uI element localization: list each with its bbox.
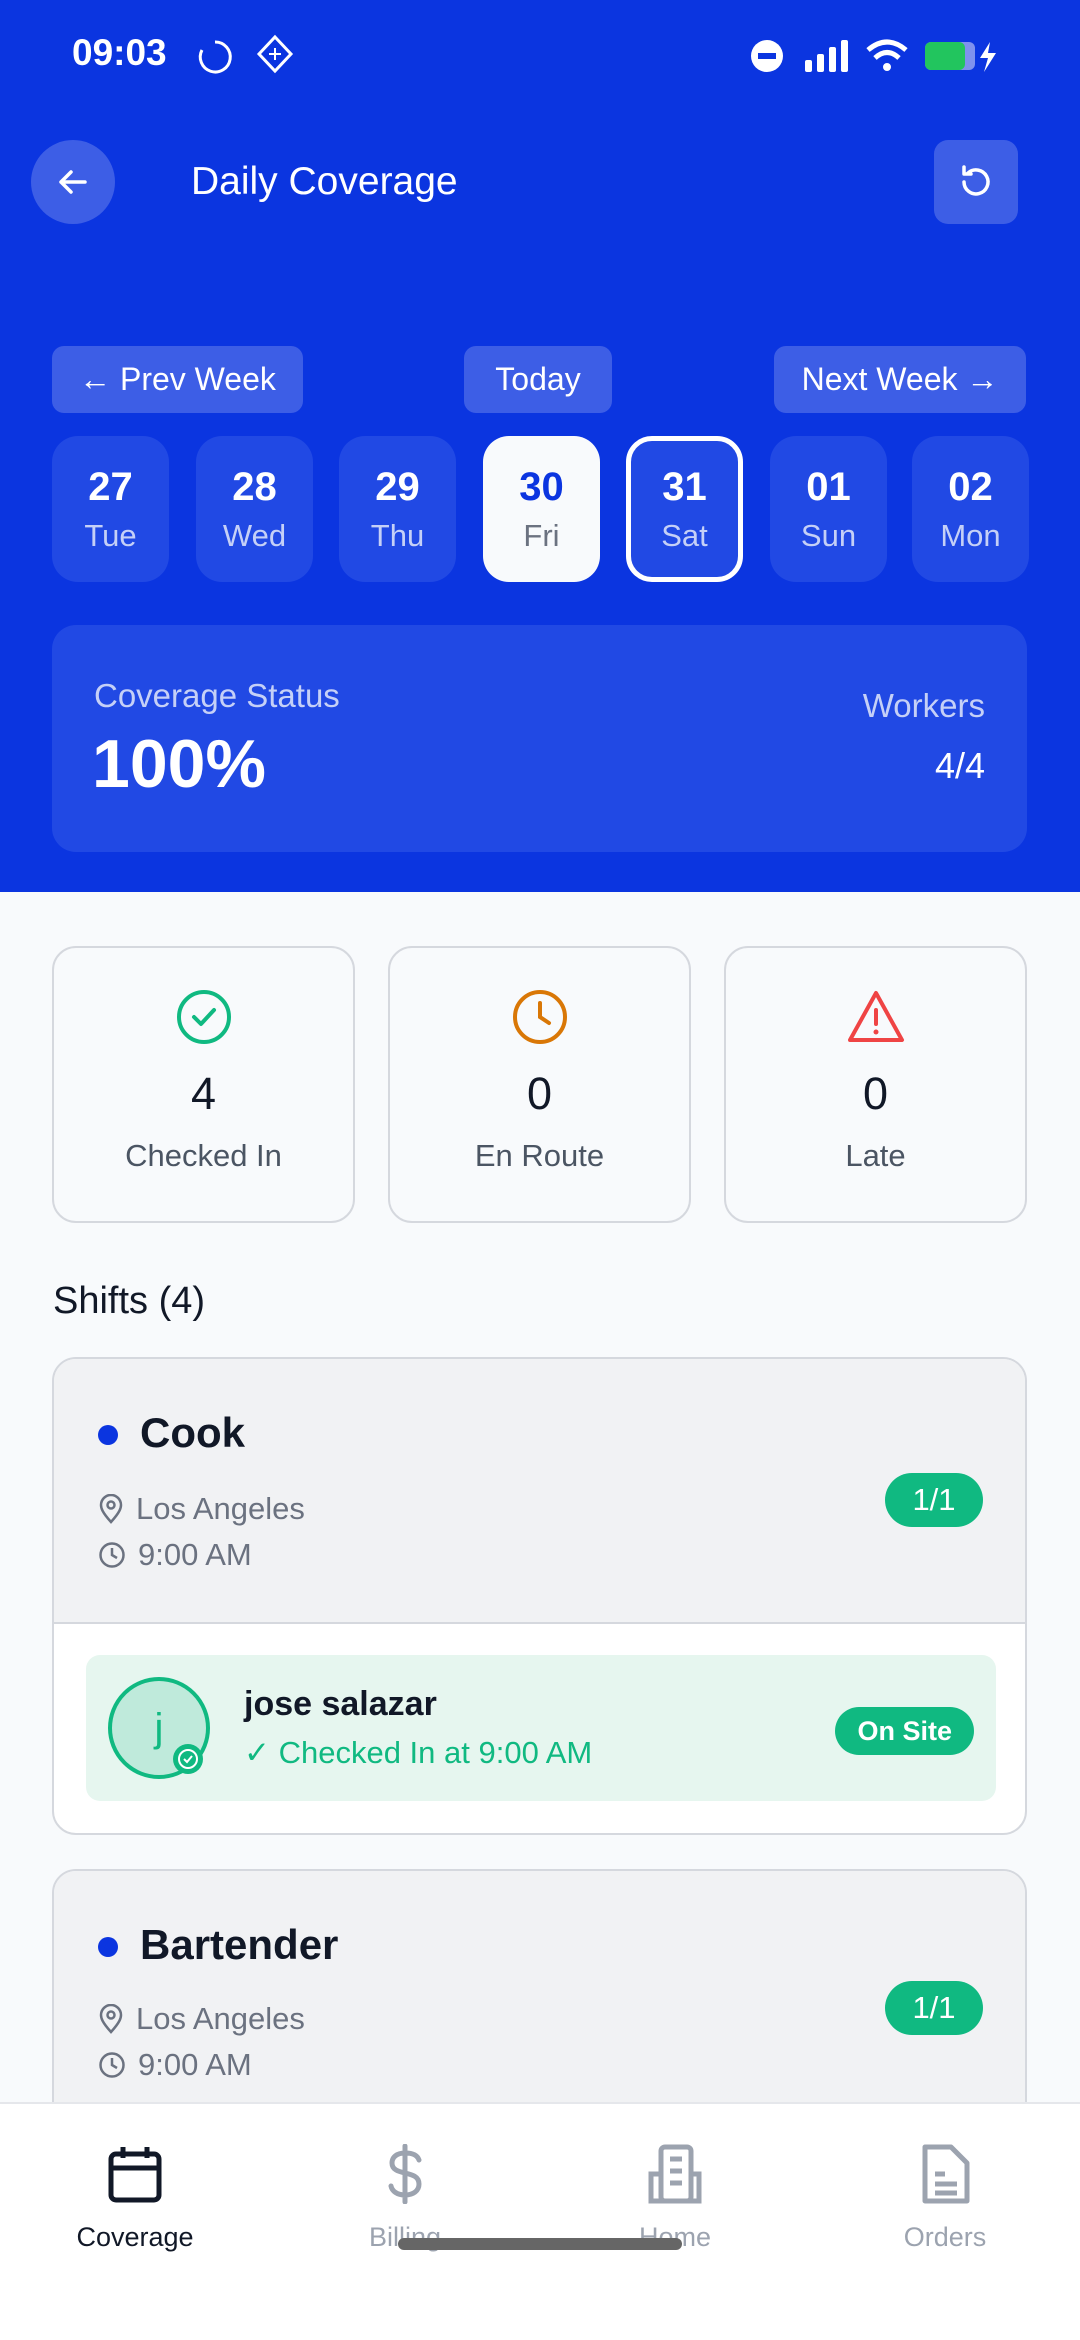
calendar-icon bbox=[108, 2147, 162, 2203]
prev-week-button[interactable]: ← Prev Week bbox=[52, 346, 303, 413]
worker-name: jose salazar bbox=[244, 1685, 437, 1723]
filled-badge: 1/1 bbox=[885, 1473, 983, 1527]
day-thu-29[interactable]: 29 Thu bbox=[339, 436, 456, 582]
page-title: Daily Coverage bbox=[191, 160, 458, 203]
bottom-nav: Coverage Billing Home Orders bbox=[0, 2102, 1080, 2340]
app-diamond-icon bbox=[256, 34, 294, 74]
day-name: Sat bbox=[661, 517, 708, 553]
nav-home[interactable]: Home bbox=[575, 2144, 775, 2253]
stat-checked-in: 4 Checked In bbox=[52, 946, 355, 1223]
shifts-heading: Shifts (4) bbox=[53, 1280, 206, 1322]
stat-label: Checked In bbox=[125, 1138, 282, 1173]
day-mon-02[interactable]: 02 Mon bbox=[912, 436, 1029, 582]
workers-label: Workers bbox=[862, 687, 985, 724]
stat-value: 0 bbox=[526, 1068, 553, 1119]
next-week-button[interactable]: Next Week → bbox=[774, 346, 1026, 413]
map-pin-icon bbox=[99, 1494, 123, 1524]
stat-value: 0 bbox=[862, 1068, 889, 1119]
clock-icon bbox=[512, 990, 567, 1044]
today-button[interactable]: Today bbox=[464, 346, 612, 413]
check-circle-icon bbox=[176, 990, 231, 1044]
nav-coverage[interactable]: Coverage bbox=[35, 2144, 235, 2253]
workers-value: 4/4 bbox=[934, 745, 985, 786]
day-number: 28 bbox=[232, 464, 277, 509]
day-number: 30 bbox=[519, 464, 564, 509]
shift-role: Bartender bbox=[140, 1921, 339, 1968]
dollar-icon bbox=[388, 2144, 422, 2204]
day-number: 01 bbox=[806, 464, 851, 509]
day-number: 02 bbox=[948, 464, 993, 509]
shift-role: Cook bbox=[140, 1409, 245, 1456]
document-icon bbox=[922, 2144, 970, 2204]
clock-icon bbox=[99, 2052, 125, 2078]
day-fri-30-selected[interactable]: 30 Fri bbox=[483, 436, 600, 582]
worker-status: ✓ Checked In at 9:00 AM bbox=[244, 1735, 593, 1770]
coverage-label: Coverage Status bbox=[94, 677, 340, 714]
stat-value: 4 bbox=[190, 1068, 217, 1119]
coverage-value: 100% bbox=[92, 726, 266, 802]
shift-time: 9:00 AM bbox=[98, 1537, 252, 1573]
shift-dot bbox=[98, 1425, 118, 1445]
refresh-icon bbox=[962, 165, 990, 196]
back-button[interactable] bbox=[31, 140, 115, 224]
arrow-left-icon bbox=[59, 170, 87, 194]
day-number: 29 bbox=[375, 464, 420, 509]
day-sun-01[interactable]: 01 Sun bbox=[770, 436, 887, 582]
day-number: 27 bbox=[88, 464, 133, 509]
nav-label: Orders bbox=[903, 2222, 987, 2252]
shift-time: 9:00 AM bbox=[98, 2047, 252, 2083]
building-icon bbox=[648, 2144, 702, 2204]
day-name: Tue bbox=[84, 517, 137, 553]
day-number: 31 bbox=[662, 464, 707, 509]
day-tue-27[interactable]: 27 Tue bbox=[52, 436, 169, 582]
nav-orders[interactable]: Orders bbox=[845, 2144, 1045, 2253]
stat-label: En Route bbox=[474, 1138, 605, 1173]
nav-label: Coverage bbox=[76, 2222, 194, 2252]
shift-location: Los Angeles bbox=[98, 1491, 305, 1527]
stat-label: Late bbox=[845, 1138, 906, 1173]
nav-billing[interactable]: Billing bbox=[305, 2144, 505, 2253]
day-name: Sun bbox=[800, 517, 857, 553]
day-sat-31-today[interactable]: 31 Sat bbox=[626, 436, 743, 582]
location-text: Los Angeles bbox=[136, 2001, 305, 2036]
shift-location: Los Angeles bbox=[98, 2001, 305, 2037]
verified-check-icon bbox=[173, 1744, 203, 1774]
day-name: Wed bbox=[222, 517, 287, 553]
day-name: Thu bbox=[370, 517, 425, 553]
stat-en-route: 0 En Route bbox=[388, 946, 691, 1223]
clock-icon bbox=[99, 1542, 125, 1568]
time-text: 9:00 AM bbox=[138, 1537, 252, 1572]
shift-dot bbox=[98, 1937, 118, 1957]
stat-late: 0 Late bbox=[724, 946, 1027, 1223]
status-time: 09:03 bbox=[72, 32, 167, 73]
warning-triangle-icon bbox=[847, 991, 904, 1042]
shift-card-cook[interactable]: Cook Los Angeles 9:00 AM 1/1 j jose sala… bbox=[52, 1357, 1027, 1835]
on-site-badge: On Site bbox=[835, 1707, 974, 1755]
day-wed-28[interactable]: 28 Wed bbox=[196, 436, 313, 582]
map-pin-icon bbox=[99, 2004, 123, 2034]
day-name: Mon bbox=[940, 517, 1001, 553]
filled-badge: 1/1 bbox=[885, 1981, 983, 2035]
coverage-status-card: Coverage Status 100% Workers 4/4 bbox=[52, 625, 1027, 852]
time-text: 9:00 AM bbox=[138, 2047, 252, 2082]
day-name: Fri bbox=[523, 517, 560, 553]
system-status-icons bbox=[751, 39, 996, 72]
worker-row[interactable]: j jose salazar ✓ Checked In at 9:00 AM O… bbox=[86, 1655, 996, 1801]
refresh-button[interactable] bbox=[934, 140, 1018, 224]
home-indicator[interactable] bbox=[398, 2238, 682, 2250]
location-text: Los Angeles bbox=[136, 1491, 305, 1526]
loading-icon bbox=[198, 40, 232, 74]
